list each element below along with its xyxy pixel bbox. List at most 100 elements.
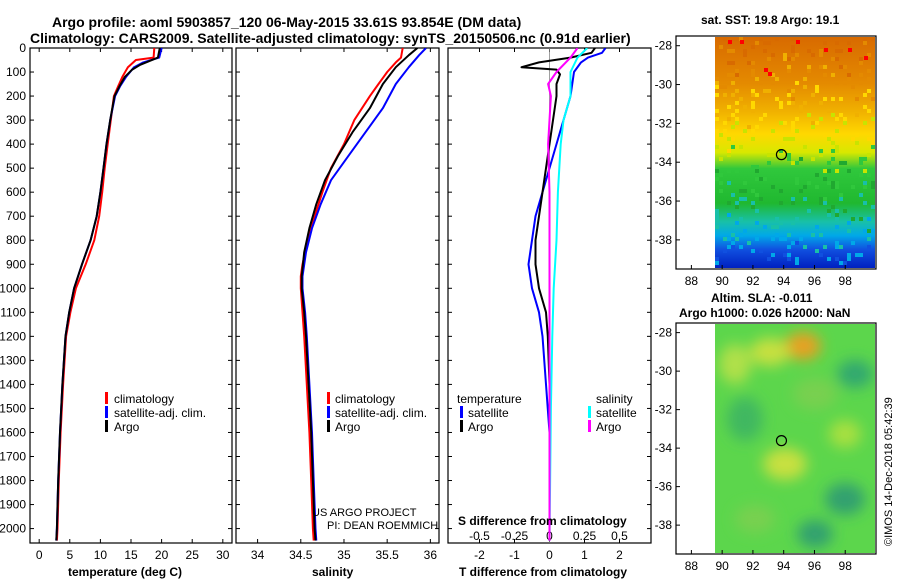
salinity-frame xyxy=(235,47,440,544)
sst-pixel xyxy=(855,253,859,257)
sst-pixel xyxy=(759,197,763,201)
sst-pixel xyxy=(771,153,775,157)
legend-swatch-climatology xyxy=(105,392,108,404)
difference-xlabel: T difference from climatology xyxy=(459,565,627,579)
salinity-xlabel: salinity xyxy=(312,565,354,579)
sst-pixel xyxy=(751,93,755,97)
sst-pixel xyxy=(719,157,723,161)
sst-pixel xyxy=(715,113,719,117)
sst-pixel xyxy=(855,133,859,137)
sst-pixel xyxy=(787,101,791,105)
sst-pixel xyxy=(871,185,875,189)
sst-pixel xyxy=(871,97,875,101)
legend-satellite: satellite-adj. clim. xyxy=(114,406,206,420)
sst-pixel xyxy=(811,125,815,129)
salinity-lines xyxy=(299,48,427,541)
sst-pixel xyxy=(815,185,819,189)
series-line-argo xyxy=(300,48,419,541)
sst-pixel xyxy=(771,237,775,241)
sst-pixel xyxy=(863,185,867,189)
y-tick-label: 1300 xyxy=(0,353,26,367)
sst-pixel xyxy=(751,189,755,193)
sst-pixel xyxy=(835,225,839,229)
y-tick-label: 1700 xyxy=(0,449,26,463)
legend-satellite: satellite-adj. clim. xyxy=(335,406,427,420)
sst-pixel xyxy=(835,257,839,261)
map-y-tick-label: -38 xyxy=(655,233,673,247)
map-y-tick-label: -36 xyxy=(655,194,673,208)
sst-pixel xyxy=(727,137,731,141)
sst-pixel xyxy=(795,117,799,121)
sst-pixel xyxy=(867,245,871,249)
sst-pixel xyxy=(755,77,759,81)
sst-pixel xyxy=(795,257,799,261)
sst-pixel xyxy=(799,157,803,161)
map-x-tick-label: 98 xyxy=(839,274,853,288)
y-tick-label: 700 xyxy=(6,209,26,223)
sst-pixel xyxy=(755,237,759,241)
sst-pixel xyxy=(755,165,759,169)
sst-pixel xyxy=(867,89,871,93)
sst-pixel xyxy=(864,56,868,60)
x2-tick-label: -0.25 xyxy=(501,529,529,543)
sst-pixel xyxy=(807,209,811,213)
y-tick-label: 1500 xyxy=(0,401,26,415)
sst-pixel xyxy=(847,221,851,225)
sst-pixel xyxy=(787,93,791,97)
sst-pixel xyxy=(835,41,839,45)
sst-pixel xyxy=(827,109,831,113)
sst-pixel xyxy=(743,129,747,133)
sst-pixel xyxy=(815,121,819,125)
sst-pixel xyxy=(779,201,783,205)
sst-pixel xyxy=(863,105,867,109)
difference-x2label: S difference from climatology xyxy=(458,514,627,528)
sst-pixel xyxy=(755,177,759,181)
sst-pixel xyxy=(839,113,843,117)
sst-pixel xyxy=(735,101,739,105)
sst-pixel xyxy=(739,217,743,221)
y-tick-label: 1400 xyxy=(0,377,26,391)
sst-pixel xyxy=(851,241,855,245)
sst-pixel xyxy=(779,105,783,109)
x-tick-label: -1 xyxy=(509,548,520,562)
sst-pixel xyxy=(847,229,851,233)
sst-pixel xyxy=(839,197,843,201)
sst-pixel xyxy=(731,61,735,65)
sst-pixel xyxy=(783,237,787,241)
sst-pixel xyxy=(824,48,828,52)
sst-pixel xyxy=(795,261,799,265)
imos-side-note: ©IMOS 14-Dec-2018 05:42:39 xyxy=(883,397,895,546)
sst-pixel xyxy=(743,105,747,109)
sst-pixel xyxy=(715,177,719,181)
x-tick-label: 34 xyxy=(251,548,265,562)
sst-pixel xyxy=(819,153,823,157)
sst-pixel xyxy=(791,57,795,61)
sst-pixel xyxy=(847,41,851,45)
sst-pixel xyxy=(803,245,807,249)
sla-map-title: Altim. SLA: -0.011 xyxy=(711,291,813,305)
sst-pixel xyxy=(787,153,791,157)
sst-pixel xyxy=(715,81,719,85)
sst-pixel xyxy=(775,37,779,41)
project-note: US ARGO PROJECT xyxy=(312,507,417,519)
sst-pixel xyxy=(791,37,795,41)
sst-pixel xyxy=(751,45,755,49)
sst-pixel xyxy=(795,129,799,133)
y-tick-label: 100 xyxy=(6,65,26,79)
sst-pixel xyxy=(787,89,791,93)
sst-pixel xyxy=(863,229,867,233)
sst-map-panel: sat. SST: 19.8 Argo: 19.1 88 90 92 94 96 98 -2… xyxy=(655,13,877,288)
x-tick-label: 2 xyxy=(616,548,623,562)
sst-pixel xyxy=(799,237,803,241)
sst-pixel xyxy=(871,37,875,41)
sst-pixel xyxy=(719,85,723,89)
salinity-legend: climatology satellite-adj. clim. Argo xyxy=(327,392,427,434)
sst-pixel xyxy=(751,105,755,109)
sst-pixel xyxy=(731,49,735,53)
x-tick-label: 0 xyxy=(36,548,43,562)
difference-lines xyxy=(520,48,607,543)
title-line-1: Argo profile: aoml 5903857_120 06-May-20… xyxy=(52,14,521,30)
sst-pixel xyxy=(739,245,743,249)
sst-pixel xyxy=(755,209,759,213)
sst-pixel xyxy=(859,73,863,77)
